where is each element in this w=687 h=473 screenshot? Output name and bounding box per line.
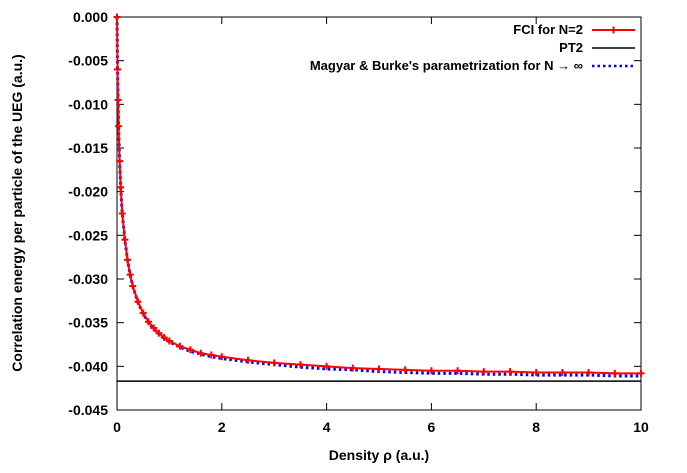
series-point-fci-for-n-2 <box>150 324 158 332</box>
y-tick-label: -0.005 <box>68 53 108 69</box>
y-tick-label: 0.000 <box>73 9 108 25</box>
legend-label-magyar-burke: Magyar & Burke's parametrization for N →… <box>310 58 583 73</box>
series-point-fci-for-n-2 <box>126 271 134 279</box>
series-point-fci-for-n-2 <box>197 349 205 357</box>
series-point-fci-for-n-2 <box>176 342 184 350</box>
series-point-fci-for-n-2 <box>116 157 124 165</box>
y-tick-label: -0.025 <box>68 227 108 243</box>
series-point-fci-for-n-2 <box>114 65 122 73</box>
x-tick-label: 8 <box>532 419 540 435</box>
legend-label-pt2: PT2 <box>559 40 583 55</box>
y-tick-label: -0.010 <box>68 96 108 112</box>
y-tick-label: -0.030 <box>68 271 108 287</box>
series-point-fci-for-n-2 <box>186 346 194 354</box>
series-point-fci-for-n-2 <box>218 353 226 361</box>
series-point-fci-for-n-2 <box>117 183 125 191</box>
series-point-fci-for-n-2 <box>121 236 129 244</box>
y-tick-label: -0.020 <box>68 184 108 200</box>
series-point-fci-for-n-2 <box>165 337 173 345</box>
x-tick-label: 10 <box>633 419 649 435</box>
series-point-fci-for-n-2 <box>558 368 566 376</box>
x-tick-label: 6 <box>428 419 436 435</box>
y-axis-label: Correlation energy per particle of the U… <box>9 54 25 371</box>
series-point-fci-for-n-2 <box>207 351 215 359</box>
series-point-fci-for-n-2 <box>480 368 488 376</box>
series-point-fci-for-n-2 <box>454 367 462 375</box>
y-tick-label: -0.040 <box>68 358 108 374</box>
tick-labels: 0 2 4 6 8 10 0.000 -0.005 -0.010 -0.015 -0.020 -0.0… <box>68 9 649 435</box>
x-axis-label: Density ρ (a.u.) <box>329 447 429 463</box>
series-point-fci-for-n-2 <box>118 210 126 217</box>
series-point-fci-for-n-2 <box>375 365 383 373</box>
series-point-fci-for-n-2 <box>244 356 252 364</box>
x-tick-label: 2 <box>218 419 226 435</box>
series-point-fci-for-n-2 <box>123 256 131 264</box>
series-point-fci-for-n-2 <box>155 329 163 337</box>
series-point-fci-for-n-2 <box>296 361 304 369</box>
plot-frame <box>116 16 642 411</box>
y-tick-label: -0.045 <box>68 402 108 418</box>
y-tick-label: -0.015 <box>68 140 108 156</box>
legend-label-fci: FCI for N=2 <box>513 22 583 37</box>
series-point-fci-for-n-2 <box>506 368 514 376</box>
x-tick-label: 4 <box>323 419 331 435</box>
series-point-fci-for-n-2 <box>270 359 278 367</box>
series-point-fci-for-n-2 <box>637 369 645 377</box>
series-point-fci-for-n-2 <box>427 367 435 375</box>
series-point-fci-for-n-2 <box>129 282 137 290</box>
series-point-fci-for-n-2 <box>323 362 331 370</box>
legend: FCI for N=2 PT2 Magyar & Burke's paramet… <box>310 22 635 73</box>
series-point-fci-for-n-2 <box>401 366 409 374</box>
series-point-fci-for-n-2 <box>349 364 357 372</box>
series-point-fci-for-n-2 <box>139 309 147 317</box>
series-point-fci-for-n-2 <box>160 334 168 342</box>
series-point-fci-for-n-2 <box>134 298 142 306</box>
series-point-fci-for-n-2 <box>115 122 123 130</box>
series-point-fci-for-n-2 <box>113 13 121 21</box>
series-layer <box>113 13 645 382</box>
series-point-fci-for-n-2 <box>144 318 152 326</box>
series-point-fci-for-n-2 <box>532 368 540 376</box>
x-tick-label: 0 <box>113 419 121 435</box>
series-point-fci-for-n-2 <box>611 369 619 377</box>
series-point-fci-for-n-2 <box>585 368 593 376</box>
series-point-fci-for-n-2 <box>114 96 122 104</box>
y-tick-label: -0.035 <box>68 315 108 331</box>
